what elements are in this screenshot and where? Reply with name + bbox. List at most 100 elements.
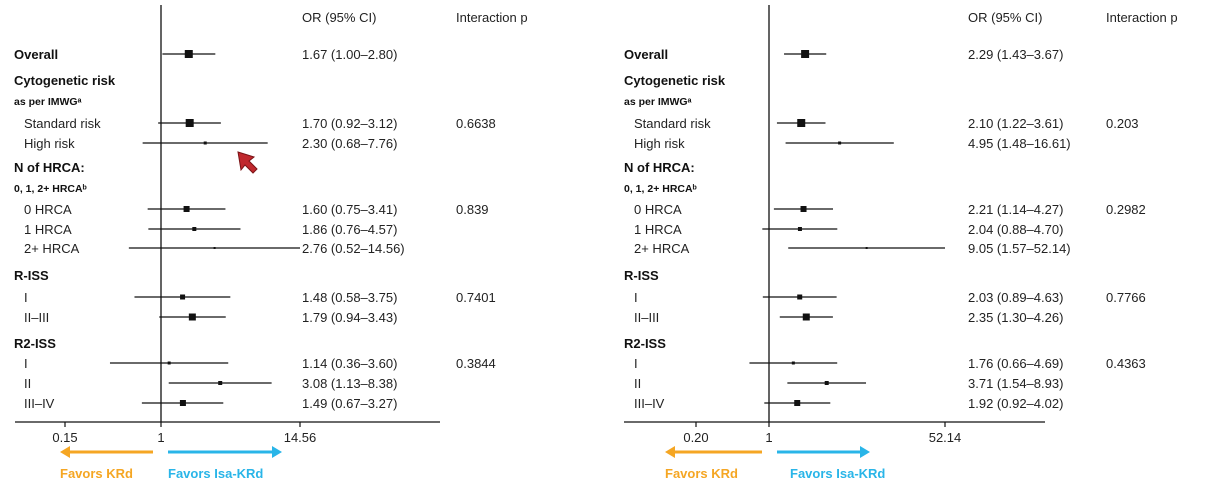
point-estimate-marker xyxy=(167,361,171,365)
x-tick-label: 52.14 xyxy=(929,430,962,445)
point-estimate-marker xyxy=(203,141,207,145)
row-label: Cytogenetic risk xyxy=(624,73,726,88)
interaction-p-value: 0.3844 xyxy=(456,356,496,371)
or-ci-value: 2.04 (0.88–4.70) xyxy=(968,222,1063,237)
or-ci-value: 2.03 (0.89–4.63) xyxy=(968,290,1063,305)
row-label: R2-ISS xyxy=(624,336,666,351)
point-estimate-marker xyxy=(801,50,810,58)
interaction-p-value: 0.4363 xyxy=(1106,356,1146,371)
or-ci-value: 2.29 (1.43–3.67) xyxy=(968,47,1063,62)
point-estimate-marker xyxy=(791,361,795,365)
favors-right-label: Favors Isa-KRd xyxy=(168,466,263,481)
column-header-interaction-p: Interaction p xyxy=(456,10,528,25)
favors-left-label: Favors KRd xyxy=(60,466,133,481)
row-label: Cytogenetic risk xyxy=(14,73,116,88)
or-ci-value: 4.95 (1.48–16.61) xyxy=(968,136,1071,151)
or-ci-value: 1.92 (0.92–4.02) xyxy=(968,396,1063,411)
forest-panel-left: OR (95% CI) Interaction p 0.15 1 14.56 Favors… xyxy=(14,5,528,481)
or-ci-value: 1.48 (0.58–3.75) xyxy=(302,290,397,305)
point-estimate-marker xyxy=(180,294,186,300)
or-ci-value: 1.86 (0.76–4.57) xyxy=(302,222,397,237)
row-label: II xyxy=(634,376,641,391)
row-label: as per IMWGᵃ xyxy=(624,96,692,108)
row-label: I xyxy=(24,290,28,305)
row-label: N of HRCA: xyxy=(624,160,695,175)
row-label: 0 HRCA xyxy=(634,202,682,217)
or-ci-value: 2.35 (1.30–4.26) xyxy=(968,310,1063,325)
point-estimate-marker xyxy=(183,206,190,212)
interaction-p-value: 0.7766 xyxy=(1106,290,1146,305)
or-ci-value: 9.05 (1.57–52.14) xyxy=(968,241,1071,256)
point-estimate-marker xyxy=(797,227,802,231)
row-label: N of HRCA: xyxy=(14,160,85,175)
point-estimate-marker xyxy=(865,247,868,249)
or-ci-value: 1.79 (0.94–3.43) xyxy=(302,310,397,325)
row-label: I xyxy=(24,356,28,371)
red-arrow-cursor-icon xyxy=(237,151,258,174)
row-label: Overall xyxy=(624,47,668,62)
point-estimate-marker xyxy=(218,381,223,385)
or-ci-value: 1.60 (0.75–3.41) xyxy=(302,202,397,217)
row-label: II–III xyxy=(634,310,659,325)
x-tick-label: 1 xyxy=(765,430,772,445)
x-tick-label: 1 xyxy=(157,430,164,445)
arrow-left-icon xyxy=(60,446,70,458)
row-label: High risk xyxy=(24,136,75,151)
point-estimate-marker xyxy=(800,206,807,212)
row-label: R-ISS xyxy=(624,268,659,283)
or-ci-value: 1.49 (0.67–3.27) xyxy=(302,396,397,411)
point-estimate-marker xyxy=(185,119,194,127)
row-label: II xyxy=(24,376,31,391)
row-label: Standard risk xyxy=(24,116,101,131)
interaction-p-value: 0.7401 xyxy=(456,290,496,305)
interaction-p-value: 0.2982 xyxy=(1106,202,1146,217)
point-estimate-marker xyxy=(184,50,193,58)
point-estimate-marker xyxy=(213,247,216,249)
row-label: 1 HRCA xyxy=(634,222,682,237)
interaction-p-value: 0.6638 xyxy=(456,116,496,131)
interaction-p-value: 0.839 xyxy=(456,202,489,217)
favors-left-label: Favors KRd xyxy=(665,466,738,481)
or-ci-value: 2.76 (0.52–14.56) xyxy=(302,241,405,256)
point-estimate-marker xyxy=(824,381,829,385)
point-estimate-marker xyxy=(179,400,186,406)
x-tick-label: 14.56 xyxy=(284,430,317,445)
arrow-right-icon xyxy=(860,446,870,458)
row-label: as per IMWGᵃ xyxy=(14,96,82,108)
or-ci-value: 2.30 (0.68–7.76) xyxy=(302,136,397,151)
row-label: High risk xyxy=(634,136,685,151)
row-label: 0, 1, 2+ HRCAᵇ xyxy=(14,183,87,195)
favors-right-label: Favors Isa-KRd xyxy=(790,466,885,481)
point-estimate-marker xyxy=(192,227,197,231)
point-estimate-marker xyxy=(797,119,806,127)
row-label: 0, 1, 2+ HRCAᵇ xyxy=(624,183,697,195)
arrow-left-icon xyxy=(665,446,675,458)
row-label: R-ISS xyxy=(14,268,49,283)
point-estimate-marker xyxy=(188,313,196,321)
point-estimate-marker xyxy=(802,313,810,321)
row-label: 2+ HRCA xyxy=(634,241,690,256)
or-ci-value: 1.70 (0.92–3.12) xyxy=(302,116,397,131)
row-label: Overall xyxy=(14,47,58,62)
row-label: I xyxy=(634,290,638,305)
row-label: I xyxy=(634,356,638,371)
column-header-or: OR (95% CI) xyxy=(968,10,1042,25)
or-ci-value: 2.10 (1.22–3.61) xyxy=(968,116,1063,131)
row-label: 1 HRCA xyxy=(24,222,72,237)
or-ci-value: 3.71 (1.54–8.93) xyxy=(968,376,1063,391)
column-header-interaction-p: Interaction p xyxy=(1106,10,1178,25)
row-label: 0 HRCA xyxy=(24,202,72,217)
or-ci-value: 1.67 (1.00–2.80) xyxy=(302,47,397,62)
column-header-or: OR (95% CI) xyxy=(302,10,376,25)
or-ci-value: 3.08 (1.13–8.38) xyxy=(302,376,397,391)
x-tick-label: 0.20 xyxy=(683,430,708,445)
or-ci-value: 1.76 (0.66–4.69) xyxy=(968,356,1063,371)
row-label: III–IV xyxy=(634,396,665,411)
forest-panel-right: OR (95% CI) Interaction p 0.20 1 52.14 Favors… xyxy=(624,5,1178,481)
point-estimate-marker xyxy=(838,141,842,145)
row-label: III–IV xyxy=(24,396,55,411)
row-label: 2+ HRCA xyxy=(24,241,80,256)
or-ci-value: 1.14 (0.36–3.60) xyxy=(302,356,397,371)
